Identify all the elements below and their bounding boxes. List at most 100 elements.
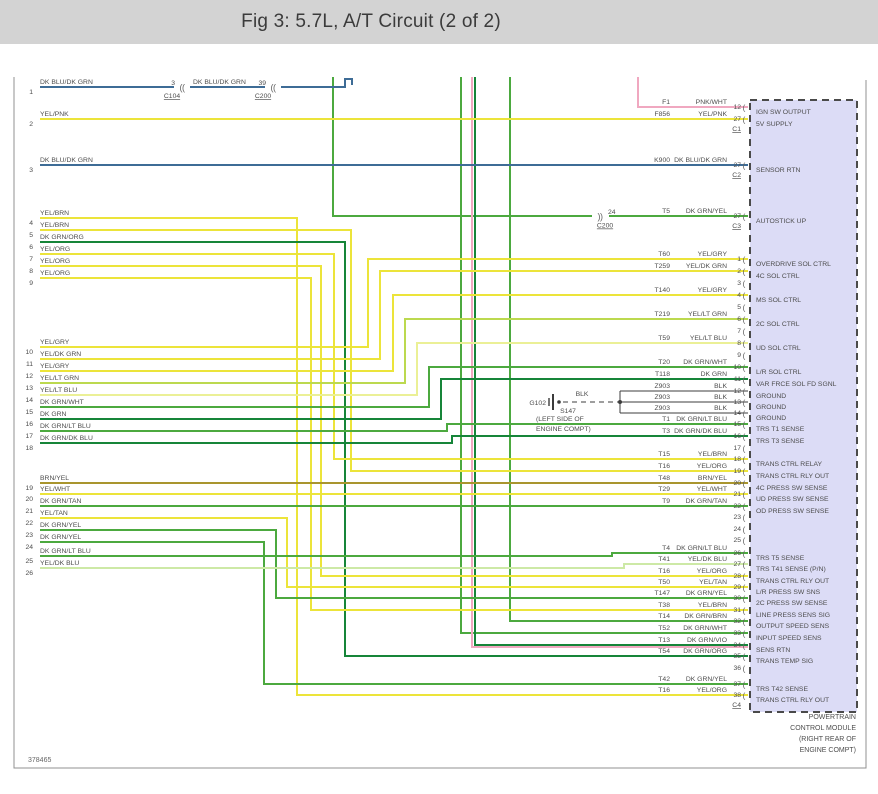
pin-number: 23 (733, 514, 741, 521)
left-row-wire-label: YEL/ORG (40, 258, 70, 265)
pin-signal-label: LINE PRESS SENS SIG (756, 612, 830, 619)
trunk-wire (471, 77, 748, 648)
pin-bracket-icon: ( (743, 103, 746, 113)
connector-id: C104 (164, 93, 180, 100)
pin-wire-label: DK GRN/LT BLU (676, 545, 727, 552)
pin-bracket-icon: ( (743, 303, 746, 313)
pin-bracket-icon: ( (743, 467, 746, 477)
pin-number: 37 (733, 681, 741, 688)
left-row-wire (40, 241, 748, 657)
left-row-wire (40, 366, 748, 408)
pin-number: 16 (733, 433, 741, 440)
pin-bracket-icon: ( (743, 479, 746, 489)
pin-signal-label: OVERDRIVE SOL CTRL (756, 261, 831, 268)
pin-signal-label: OD PRESS SW SENSE (756, 508, 829, 515)
pin-wire-label: DK GRN/BRN (684, 613, 727, 620)
pin-bracket-icon: ( (743, 161, 746, 171)
pin-wire-label: YEL/LT GRN (688, 311, 727, 318)
pin-number: 12 (733, 104, 741, 111)
pin-number: 12 (733, 388, 741, 395)
left-row-wire-label: YEL/DK BLU (40, 560, 79, 567)
pin-bracket-icon: ( (743, 629, 746, 639)
connector-pin-number: 24 (608, 209, 616, 216)
pin-number: 33 (733, 630, 741, 637)
pin-signal-label: TRANS CTRL RELAY (756, 461, 823, 468)
pin-circuit-id: T20 (658, 359, 670, 366)
trunk-wire (460, 77, 748, 634)
pin-number: 19 (733, 468, 741, 475)
ground-wire-label: BLK (576, 391, 589, 398)
splice-dot-icon (618, 400, 622, 404)
pin-wire-label: YEL/TAN (699, 579, 727, 586)
pin-wire-label: BRN/YEL (698, 475, 727, 482)
left-row-wire-label: DK BLU/DK GRN (40, 79, 93, 86)
pin-bracket-icon: ( (743, 536, 746, 546)
pin-circuit-id: F1 (662, 99, 670, 106)
pin-connector-id: C3 (732, 223, 741, 230)
pin-number: 18 (733, 456, 741, 463)
left-row-wire-label: YEL/GRY (40, 363, 70, 370)
left-row-wire-label: YEL/LT BLU (40, 387, 77, 394)
left-row-number: 1 (29, 89, 33, 96)
pin-bracket-icon: ( (743, 641, 746, 651)
pin-number: 27 (733, 116, 741, 123)
left-row-wire (40, 217, 748, 696)
left-row-number: 8 (29, 268, 33, 275)
pin-wire-label: YEL/GRY (698, 287, 728, 294)
pin-number: 13 (733, 399, 741, 406)
pin-bracket-icon: ( (743, 617, 746, 627)
pin-circuit-id: T60 (658, 251, 670, 258)
left-row-number: 16 (25, 421, 33, 428)
pin-wire-label: YEL/DK GRN (686, 263, 727, 270)
left-row-number: 22 (25, 520, 33, 527)
pin-signal-label: UD SOL CTRL (756, 345, 801, 352)
left-row-wire (40, 517, 748, 588)
connector-pin-number: 39 (258, 80, 266, 87)
pin-signal-label: 5V SUPPLY (756, 121, 793, 128)
left-row-number: 25 (25, 558, 33, 565)
left-row-wire-label: DK GRN/LT BLU (40, 423, 91, 430)
pin-signal-label: TRS T41 SENSE (P/N) (756, 566, 826, 573)
left-row-wire (40, 435, 748, 444)
pcm-caption: POWERTRAIN (809, 714, 856, 721)
pin-signal-label: L/R SOL CTRL (756, 369, 802, 376)
pin-signal-label: L/R PRESS SW SNS (756, 589, 821, 596)
pin-wire-label: YEL/BRN (698, 451, 727, 458)
inline-connector-icon: )) (598, 212, 603, 222)
pcm-caption: ENGINE COMPT) (800, 747, 856, 754)
pin-signal-label: TRANS TEMP SIG (756, 658, 813, 665)
pin-circuit-id: Z903 (655, 394, 671, 401)
pin-number: 5 (737, 304, 741, 311)
left-row-wire (40, 318, 748, 384)
pin-circuit-id: K900 (654, 157, 670, 164)
figure-title: Fig 3: 5.7L, A/T Circuit (2 of 2) (241, 11, 501, 32)
connector-id: C200 (597, 223, 613, 230)
left-row-wire-label: YEL/BRN (40, 222, 69, 229)
pin-wire-label: DK BLU/DK GRN (674, 157, 727, 164)
pin-number: 34 (733, 642, 741, 649)
left-row-wire-label: DK GRN/YEL (40, 534, 81, 541)
pin-wire-label: DK GRN (701, 371, 728, 378)
left-row-wire-label: BRN/YEL (40, 475, 69, 482)
pin-circuit-id: Z903 (655, 405, 671, 412)
left-row-number: 20 (25, 496, 33, 503)
splice-id: S147 (560, 408, 576, 415)
pin-number: 32 (733, 618, 741, 625)
pin-signal-label: OUTPUT SPEED SENS (756, 623, 830, 630)
pin-wire-label: YEL/ORG (697, 687, 727, 694)
left-row-wire-label: YEL/ORG (40, 246, 70, 253)
pin-circuit-id: T29 (658, 486, 670, 493)
pin-wire-label: DK GRN/WHT (683, 359, 727, 366)
pin-circuit-id: F856 (655, 111, 671, 118)
pin-number: 17 (733, 445, 741, 452)
pin-number: 25 (733, 537, 741, 544)
pin-circuit-id: T3 (662, 428, 670, 435)
pin-number: 29 (733, 584, 741, 591)
pin-signal-label: 4C SOL CTRL (756, 273, 800, 280)
left-row-wire (40, 541, 748, 685)
pin-number: 26 (733, 550, 741, 557)
pin-circuit-id: T16 (658, 568, 670, 575)
left-row-number: 5 (29, 232, 33, 239)
left-row-wire-label: YEL/PNK (40, 111, 69, 118)
